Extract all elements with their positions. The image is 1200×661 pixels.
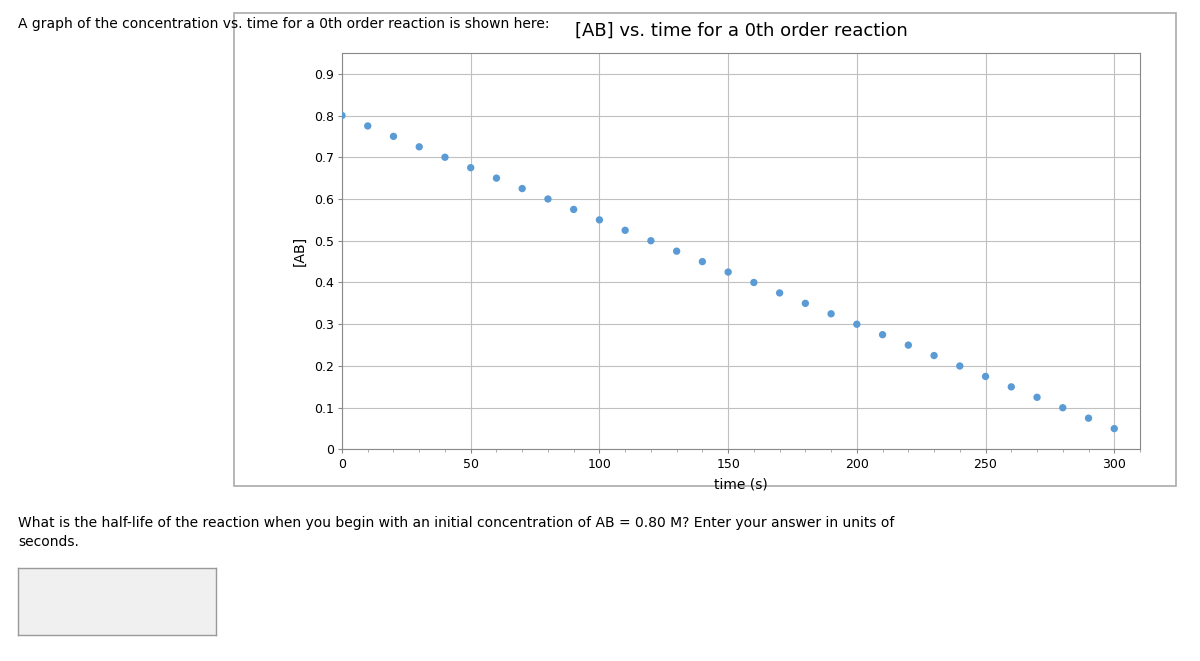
Point [822, 309, 841, 319]
Point [436, 152, 455, 163]
Point [332, 110, 352, 121]
Point [409, 141, 428, 152]
Point [1079, 413, 1098, 424]
Point [847, 319, 866, 330]
X-axis label: time (s): time (s) [714, 478, 768, 492]
Point [1105, 423, 1124, 434]
Point [384, 131, 403, 141]
Point [872, 329, 892, 340]
Point [1002, 381, 1021, 392]
Point [512, 183, 532, 194]
Text: A graph of the concentration vs. time for a 0th order reaction is shown here:: A graph of the concentration vs. time fo… [18, 17, 550, 30]
Point [667, 246, 686, 256]
Point [616, 225, 635, 235]
Point [461, 163, 480, 173]
Point [924, 350, 943, 361]
Point [770, 288, 790, 298]
Point [976, 371, 995, 381]
Point [899, 340, 918, 350]
Point [692, 256, 712, 267]
Title: [AB] vs. time for a 0th order reaction: [AB] vs. time for a 0th order reaction [575, 22, 907, 40]
Point [564, 204, 583, 215]
Point [539, 194, 558, 204]
Point [358, 121, 377, 132]
Point [590, 215, 610, 225]
Y-axis label: [AB]: [AB] [293, 236, 307, 266]
Point [744, 277, 763, 288]
Point [796, 298, 815, 309]
Point [1054, 403, 1073, 413]
Point [950, 361, 970, 371]
Point [719, 267, 738, 278]
Point [487, 173, 506, 183]
Point [641, 235, 660, 246]
Text: What is the half-life of the reaction when you begin with an initial concentrati: What is the half-life of the reaction wh… [18, 516, 894, 549]
Point [1027, 392, 1046, 403]
